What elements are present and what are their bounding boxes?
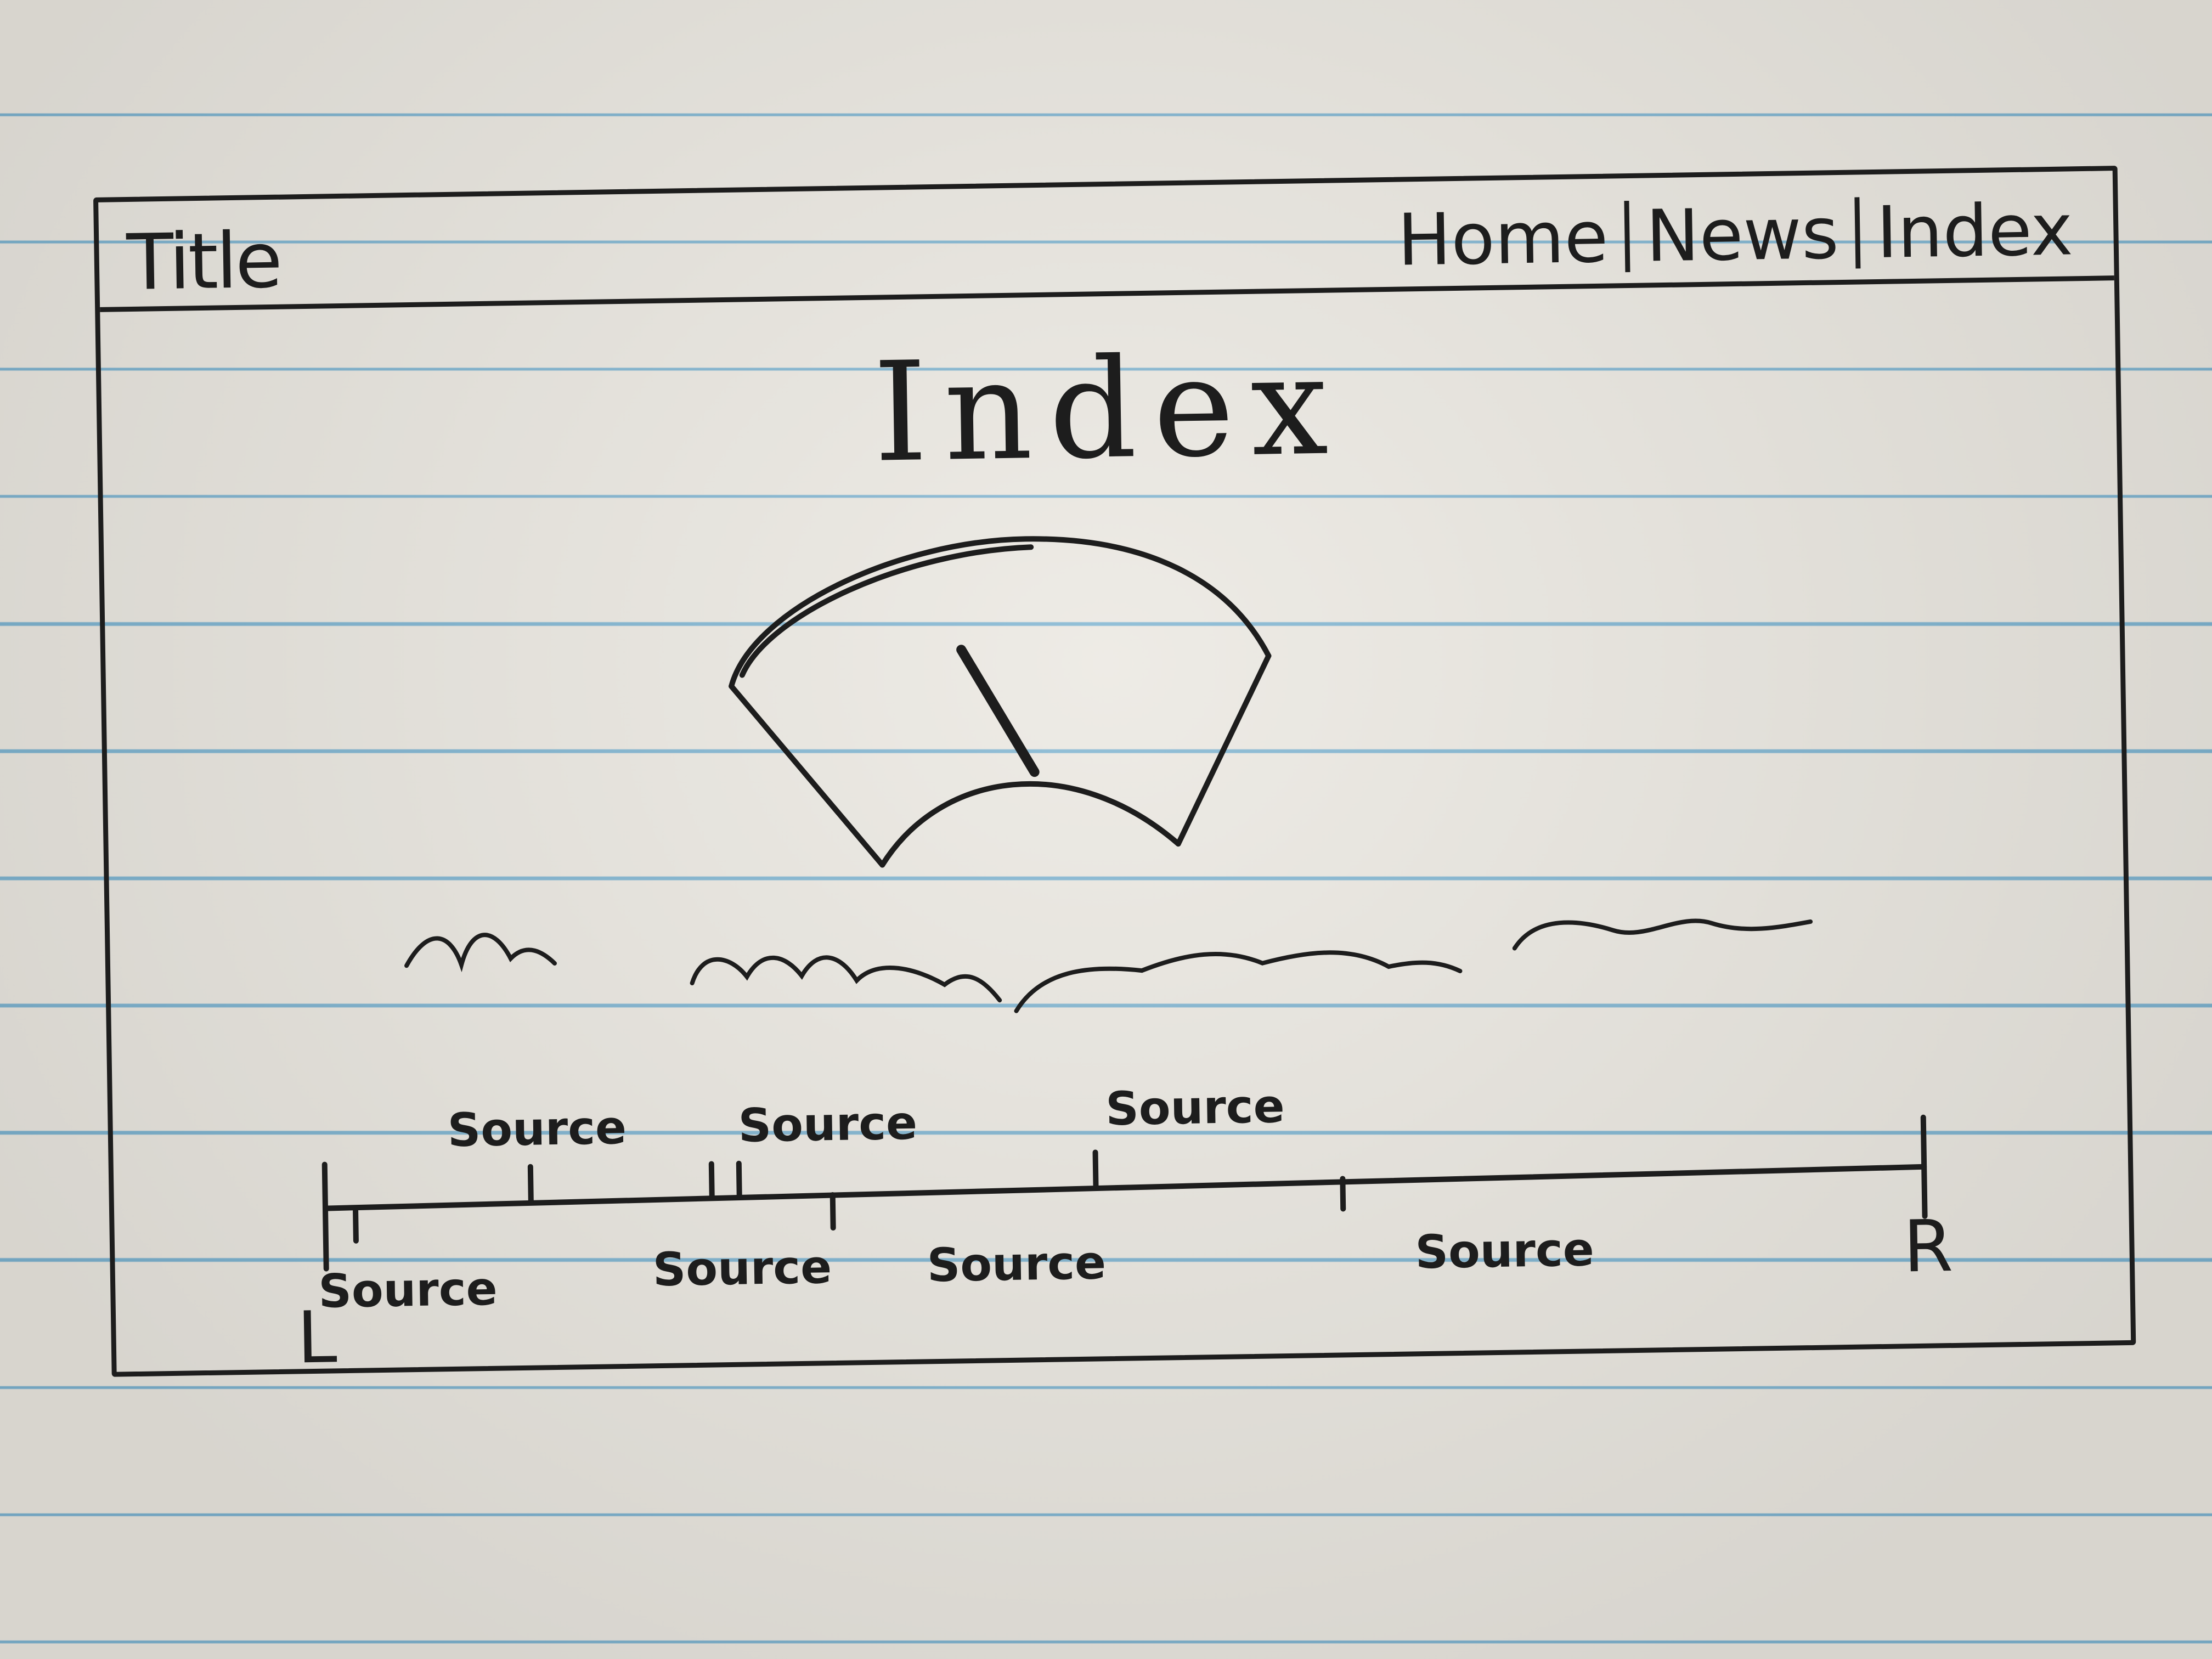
- placeholder-text-lines: [404, 918, 1813, 1013]
- timeline-axis: [325, 1164, 1927, 1211]
- timeline-source-label[interactable]: Source: [738, 1096, 918, 1153]
- timeline-right-end: [1920, 1114, 1928, 1219]
- timeline-left-label: L: [296, 1295, 337, 1379]
- timeline-source-label[interactable]: Source: [652, 1240, 832, 1296]
- gauge-right-edge: [1175, 653, 1272, 847]
- gauge-needle: [956, 645, 1040, 777]
- timeline-source-label[interactable]: Source: [1105, 1079, 1285, 1136]
- gauge-outer-arc-double: [739, 544, 1034, 678]
- browser-window-sketch: Title Home News Index Index: [93, 166, 2136, 1379]
- text-squiggle: [1014, 950, 1463, 1013]
- timeline-source-label[interactable]: Source: [447, 1101, 627, 1157]
- text-squiggle: [690, 955, 1002, 1003]
- timeline-source-label[interactable]: Source: [318, 1262, 498, 1318]
- timeline-left-end: [321, 1161, 329, 1272]
- gauge-meter: [729, 536, 1272, 868]
- timeline-tick: [1340, 1176, 1346, 1212]
- timeline-right-label: R: [1903, 1204, 1954, 1288]
- gauge-left-edge: [729, 683, 885, 868]
- timeline: [321, 1114, 1928, 1272]
- content-sketch: Source Source Source Source Source Sourc…: [296, 536, 1954, 1379]
- timeline-source-label[interactable]: Source: [927, 1235, 1107, 1292]
- text-squiggle: [404, 933, 557, 973]
- timeline-tick: [736, 1160, 742, 1199]
- text-squiggle: [1512, 918, 1813, 951]
- gauge-outer-arc: [729, 536, 1272, 689]
- timeline-source-label[interactable]: Source: [1415, 1222, 1595, 1279]
- gauge-inner-arc: [879, 781, 1181, 868]
